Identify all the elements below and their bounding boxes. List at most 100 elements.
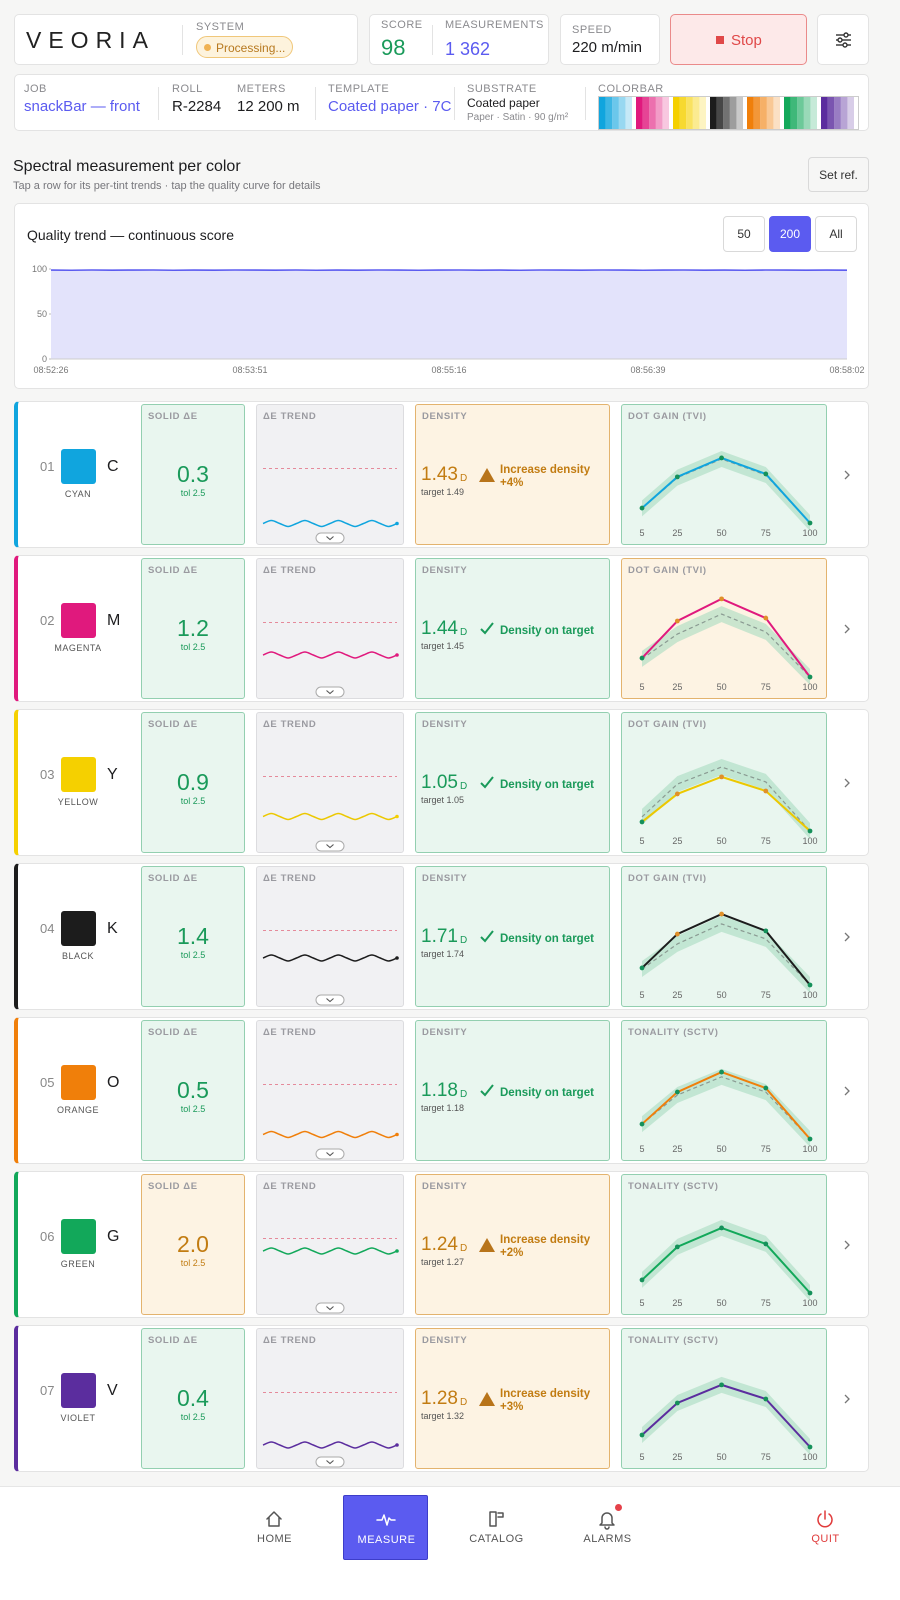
nav-label: QUIT [811, 1533, 840, 1545]
curve-label: DOT GAIN (TVI) [628, 565, 707, 576]
curve-x-label: 5 [639, 836, 644, 846]
solid-box: SOLID ΔE 1.4 tol 2.5 [141, 866, 245, 1007]
swatch [61, 1065, 96, 1100]
trend-label: ΔE TREND [263, 1335, 317, 1346]
y-tick-label: 50 [37, 309, 47, 319]
trend-chart [262, 1238, 399, 1314]
curve-x-label: 5 [639, 990, 644, 1000]
trend-box: ΔE TREND [256, 712, 404, 853]
settings-button[interactable] [817, 14, 869, 65]
range-button[interactable]: 200 [769, 216, 811, 252]
status-icon [480, 622, 494, 635]
curve-chart: 5 25 50 75 100 [639, 451, 818, 538]
density-value: 1.43 [421, 464, 458, 485]
chevron [844, 470, 850, 480]
color-row[interactable]: 06 G GREEN SOLID ΔE 2.0 tol 2.5 ΔE TREND DENSIT… [14, 1171, 869, 1318]
field-value: Coated paper [467, 96, 540, 110]
expand-button[interactable] [315, 532, 345, 544]
curve-box: DOT GAIN (TVI) 5 25 50 75 100 [621, 404, 827, 545]
solid-label: SOLID ΔE [148, 565, 198, 576]
row-letter: K [107, 920, 118, 937]
row-index: 03 [40, 767, 55, 782]
curve-point [807, 1136, 813, 1142]
expand-button[interactable] [315, 686, 345, 698]
trend-box: ΔE TREND [256, 1328, 404, 1469]
chevron [844, 778, 850, 788]
range-button[interactable]: 50 [723, 216, 765, 252]
measurements: 1 362 [445, 39, 491, 59]
color-row[interactable]: 01 C CYAN SOLID ΔE 0.3 tol 2.5 ΔE TREND DENSITY… [14, 401, 869, 548]
expand-button[interactable] [315, 1148, 345, 1160]
density-status: Density on target [500, 625, 594, 637]
nav-item[interactable]: CATALOG [454, 1495, 539, 1560]
tolerance-band [642, 451, 810, 531]
curve-x-label: 5 [639, 1452, 644, 1462]
density-target: target 1.05 [421, 795, 465, 805]
x-tick-label: 08:58:02 [829, 365, 864, 375]
chevron [844, 1240, 850, 1250]
stop-button[interactable]: Stop [670, 14, 807, 65]
score-card: SCORE 98 MEASUREMENTS 1 362 [369, 14, 549, 65]
trend-chart [262, 1392, 399, 1468]
range-button[interactable]: All [815, 216, 857, 252]
separator [432, 25, 433, 55]
set-ref-button[interactable]: Set ref. [808, 157, 869, 192]
color-row[interactable]: 05 O ORANGE SOLID ΔE 0.5 tol 2.5 ΔE TREND DENSI… [14, 1017, 869, 1164]
check [480, 930, 494, 943]
swatch [61, 757, 96, 792]
density-unit: D [460, 1089, 468, 1100]
curve-point [674, 791, 680, 797]
curve-point [674, 474, 680, 480]
nav-item[interactable]: ALARMS [565, 1495, 650, 1560]
solid-label: SOLID ΔE [148, 873, 198, 884]
curve-x-label: 75 [761, 1144, 771, 1154]
solid-box: SOLID ΔE 0.9 tol 2.5 [141, 712, 245, 853]
color-row[interactable]: 07 V VIOLET SOLID ΔE 0.4 tol 2.5 ΔE TREND DENSI… [14, 1325, 869, 1472]
colorbar-patch [618, 97, 626, 129]
solid-value: 0.4 [177, 1385, 209, 1411]
status-icon [479, 468, 495, 482]
nav-item[interactable]: QUIT [783, 1495, 868, 1560]
trend-line [262, 519, 398, 528]
density-unit: D [460, 935, 468, 946]
colorbar-patch [649, 97, 656, 129]
colorbar [598, 96, 859, 130]
system-status: Processing... [216, 41, 286, 55]
solid-value: 0.5 [177, 1077, 209, 1103]
nav-label: MEASURE [357, 1534, 416, 1546]
color-row[interactable]: 02 M MAGENTA SOLID ΔE 1.2 tol 2.5 ΔE TREND DENS… [14, 555, 869, 702]
nav-icon-path [489, 1511, 504, 1527]
color-row[interactable]: 03 Y YELLOW SOLID ΔE 0.9 tol 2.5 ΔE TREND DENSI… [14, 709, 869, 856]
solid-label: SOLID ΔE [148, 1335, 198, 1346]
separator [585, 87, 586, 120]
color-row[interactable]: 04 K BLACK SOLID ΔE 1.4 tol 2.5 ΔE TREND DENSIT… [14, 863, 869, 1010]
colorbar-patch [686, 97, 693, 129]
expand-button[interactable] [315, 840, 345, 852]
swatch [61, 603, 96, 638]
nav-item[interactable]: MEASURE [343, 1495, 428, 1560]
row-index: 01 [40, 459, 55, 474]
curve-x-label: 5 [639, 1144, 644, 1154]
curve-x-label: 5 [639, 1298, 644, 1308]
warning-triangle [479, 1238, 495, 1252]
expand-button[interactable] [315, 1302, 345, 1314]
solid-box: SOLID ΔE 0.5 tol 2.5 [141, 1020, 245, 1161]
field-label: METERS [237, 83, 286, 95]
separator [315, 87, 316, 120]
expand-pill [315, 532, 345, 544]
nav-icon-path [599, 1512, 615, 1530]
trend-last [395, 1443, 399, 1447]
expand-button[interactable] [315, 1456, 345, 1468]
curve-chart: 5 25 50 75 100 [639, 911, 818, 1000]
tolerance-band [642, 606, 810, 685]
solid-label: SOLID ΔE [148, 719, 198, 730]
curve-box: TONALITY (SCTV) 5 25 50 75 100 [621, 1174, 827, 1315]
check [480, 776, 494, 789]
expand-button[interactable] [315, 994, 345, 1006]
row-name: MAGENTA [54, 643, 102, 653]
x-tick-label: 08:52:26 [33, 365, 68, 375]
curve-x-label: 25 [672, 1452, 682, 1462]
nav-item[interactable]: HOME [232, 1495, 317, 1560]
